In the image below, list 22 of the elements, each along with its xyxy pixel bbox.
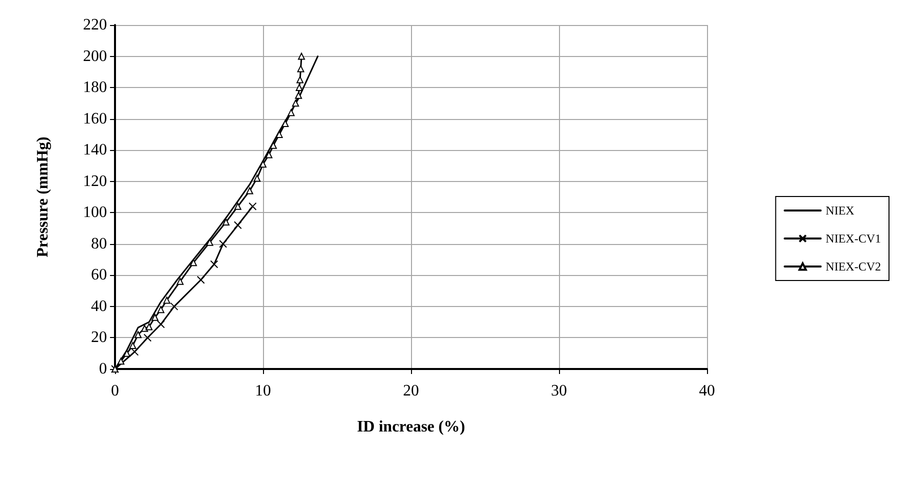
y-tick-label: 100 xyxy=(83,204,107,222)
x-tick-label: 20 xyxy=(403,382,419,400)
y-tick-label: 220 xyxy=(83,16,107,34)
x-tick-label: 30 xyxy=(551,382,567,400)
x-tick-label: 40 xyxy=(699,382,715,400)
y-tick-label: 0 xyxy=(99,360,107,378)
y-axis-title: Pressure (mmHg) xyxy=(34,136,52,258)
y-tick-label: 140 xyxy=(83,142,107,159)
x-axis-title: ID increase (%) xyxy=(356,418,466,436)
y-tick-label: 80 xyxy=(91,235,107,252)
legend-label: NIEX-CV2 xyxy=(826,260,882,274)
y-tick-label: 40 xyxy=(91,298,107,315)
x-tick-label: 10 xyxy=(255,382,271,400)
y-tick-label: 180 xyxy=(83,79,107,96)
y-tick-label: 160 xyxy=(83,110,107,128)
legend-label: NIEX-CV1 xyxy=(826,232,882,246)
y-tick-label: 200 xyxy=(83,48,107,65)
y-tick-label: 60 xyxy=(91,266,107,284)
legend-label: NIEX xyxy=(826,204,855,218)
y-tick-label: 120 xyxy=(83,172,107,190)
y-tick-label: 20 xyxy=(91,329,107,346)
x-tick-label: 0 xyxy=(111,382,119,400)
